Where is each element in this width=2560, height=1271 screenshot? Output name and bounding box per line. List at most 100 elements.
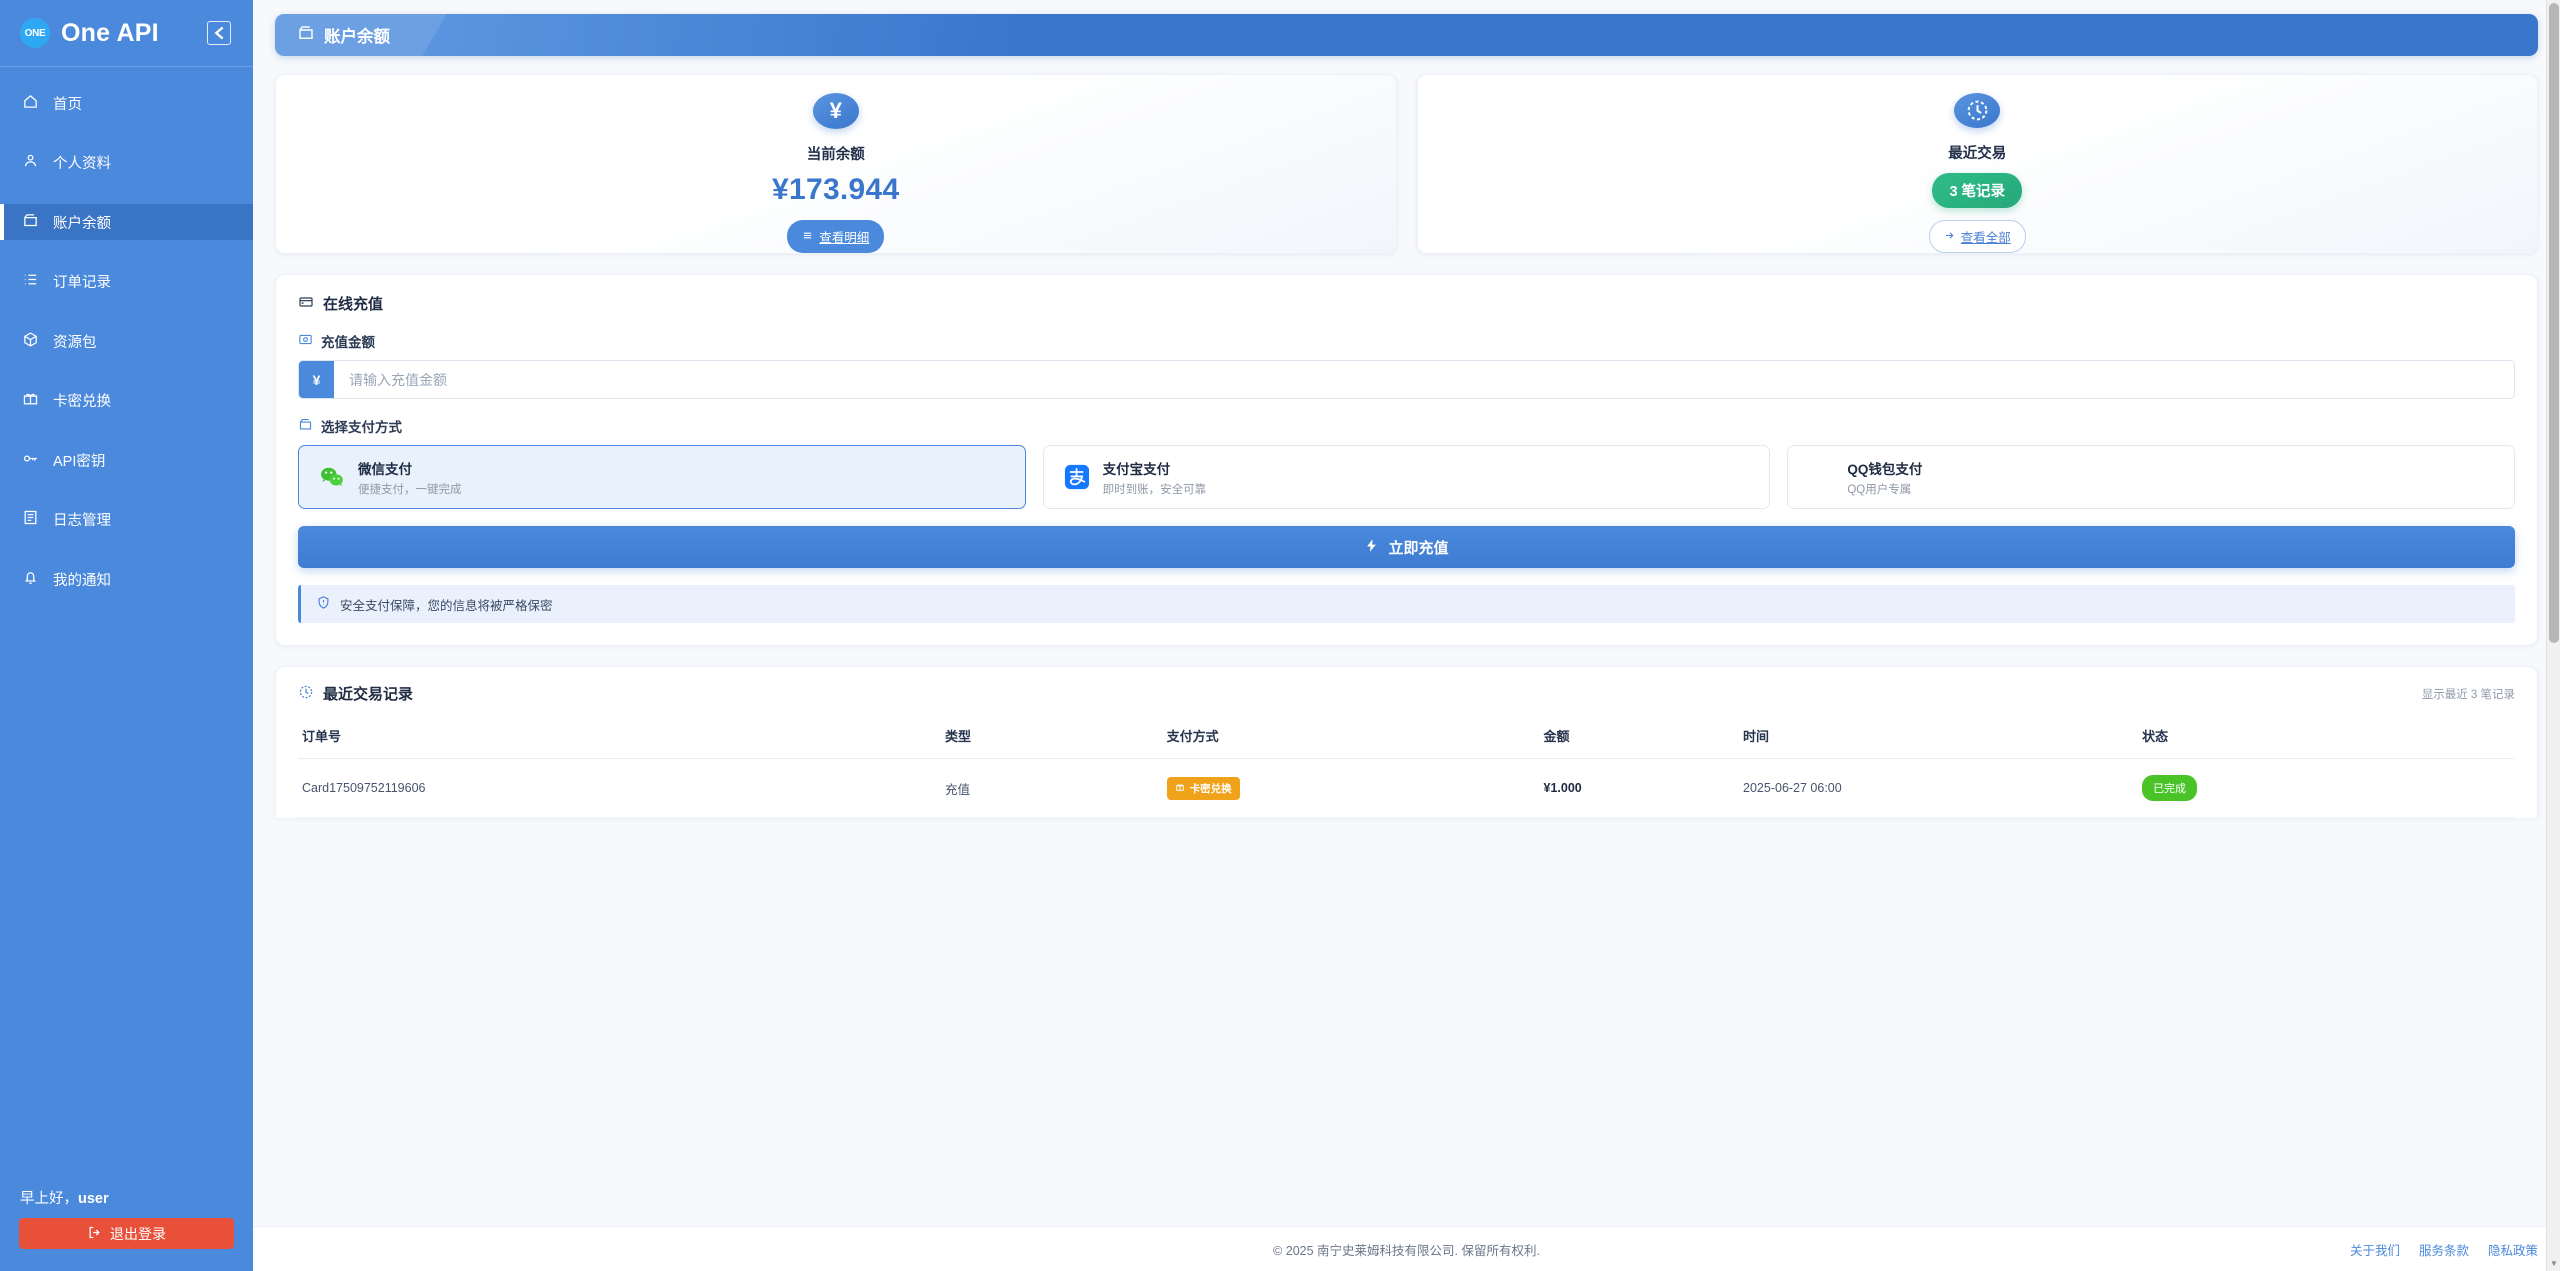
- greeting-username: user: [78, 1191, 109, 1207]
- payment-method-name: QQ钱包支付: [1847, 461, 1923, 477]
- page-scrollbar[interactable]: ▲ ▼: [2546, 0, 2560, 1271]
- payment-method-desc: QQ用户专属: [1847, 483, 1912, 496]
- payment-methods: 微信支付 便捷支付，一键完成 支: [298, 445, 2516, 509]
- recharge-title: 在线充值: [298, 293, 2515, 314]
- sidebar-item-notifications[interactable]: 我的通知: [0, 561, 253, 597]
- clock-icon: [1954, 93, 2001, 128]
- sidebar-item-redeem[interactable]: 卡密兑换: [0, 383, 253, 419]
- sidebar-item-packages[interactable]: 资源包: [0, 323, 253, 359]
- submit-recharge-button[interactable]: 立即充值: [298, 526, 2515, 568]
- sidebar-item-profile[interactable]: 个人资料: [0, 145, 253, 181]
- page-title: 账户余额: [324, 28, 390, 46]
- sidebar-item-apikeys[interactable]: API密钥: [0, 442, 253, 478]
- clock-icon: [298, 684, 314, 704]
- table-header-row: 订单号 类型 支付方式 金额 时间 状态: [298, 718, 2515, 759]
- view-detail-label: 查看明细: [819, 231, 870, 245]
- payment-method-alipay[interactable]: 支付宝支付 即时到账，安全可靠: [1042, 445, 1771, 509]
- transactions-title: 最近交易记录: [298, 683, 413, 704]
- cell-pay-method: 卡密兑换: [1162, 758, 1540, 818]
- sidebar-item-logs[interactable]: 日志管理: [0, 502, 253, 538]
- sidebar-item-label: 账户余额: [53, 215, 111, 232]
- gift-icon: [22, 390, 39, 411]
- footer-copyright: © 2025 南宁史莱姆科技有限公司. 保留所有权利.: [1273, 1243, 1540, 1258]
- submit-recharge-label: 立即充值: [1388, 539, 1449, 557]
- column-type: 类型: [940, 718, 1163, 759]
- payment-method-texts: 微信支付 便捷支付，一键完成: [358, 458, 462, 497]
- app-logo-icon: ONE: [20, 18, 50, 48]
- payment-method-name: 微信支付: [358, 461, 412, 477]
- gift-icon: [1175, 782, 1185, 795]
- summary-cards: ¥ 当前余额 ¥173.944 查看明细 最近交易: [275, 74, 2538, 254]
- lightning-icon: [1364, 537, 1379, 558]
- sidebar-item-balance[interactable]: 账户余额: [0, 204, 253, 240]
- amount-label: 充值金额: [298, 331, 2515, 351]
- list-icon: [22, 271, 39, 292]
- security-notice: 安全支付保障，您的信息将被严格保密: [298, 585, 2515, 623]
- sidebar-item-label: 日志管理: [53, 513, 111, 529]
- payment-method-desc: 便捷支付，一键完成: [358, 483, 462, 496]
- table-row[interactable]: Card17509752119606 充值 卡密兑换 ¥1.0: [298, 758, 2515, 818]
- currency-prefix: ¥: [299, 361, 334, 398]
- recent-label: 最近交易: [1948, 146, 2007, 162]
- footer-link-privacy[interactable]: 隐私政策: [2487, 1243, 2538, 1258]
- cell-order: Card17509752119606: [298, 758, 941, 818]
- table-head: 订单号 类型 支付方式 金额 时间 状态: [298, 718, 2515, 759]
- bell-icon: [22, 569, 39, 590]
- scroll-down-icon[interactable]: ▼: [2550, 1259, 2558, 1268]
- home-icon: [22, 93, 39, 114]
- money-icon: [298, 332, 313, 350]
- column-status: 状态: [2138, 718, 2515, 759]
- view-all-button[interactable]: 查看全部: [1928, 220, 2026, 253]
- scrollbar-thumb[interactable]: [2549, 3, 2559, 643]
- page-footer: © 2025 南宁史莱姆科技有限公司. 保留所有权利. 关于我们 服务条款 隐私…: [253, 1226, 2560, 1271]
- sidebar-item-orders[interactable]: 订单记录: [0, 264, 253, 300]
- sidebar-greeting: 早上好，user: [19, 1187, 234, 1208]
- transactions-header: 最近交易记录 显示最近 3 笔记录: [298, 683, 2515, 704]
- cell-time: 2025-06-27 06:00: [1739, 758, 2139, 818]
- view-detail-button[interactable]: 查看明细: [787, 220, 885, 253]
- log-icon: [22, 509, 39, 530]
- column-time: 时间: [1739, 718, 2139, 759]
- sidebar-item-home[interactable]: 首页: [0, 85, 253, 121]
- balance-label: 当前余额: [806, 147, 865, 163]
- recharge-amount-input[interactable]: [334, 361, 2514, 398]
- cell-amount: ¥1.000: [1539, 758, 1740, 818]
- transactions-title-label: 最近交易记录: [323, 686, 414, 703]
- transactions-table: 订单号 类型 支付方式 金额 时间 状态 Card17509752119606 …: [298, 718, 2515, 818]
- recent-count-badge: 3 笔记录: [1932, 173, 2023, 208]
- pay-method-tag-label: 卡密兑换: [1189, 782, 1232, 795]
- column-order: 订单号: [298, 718, 941, 759]
- arrow-right-icon: [1944, 230, 1955, 244]
- main-area: 账户余额 ¥ 当前余额 ¥173.944 查看明细: [253, 0, 2560, 1271]
- page-content: 账户余额 ¥ 当前余额 ¥173.944 查看明细: [253, 0, 2560, 1226]
- payment-method-wechat[interactable]: 微信支付 便捷支付，一键完成: [298, 445, 1026, 509]
- credit-card-icon: [298, 294, 314, 314]
- payment-method-texts: 支付宝支付 即时到账，安全可靠: [1103, 458, 1207, 497]
- user-icon: [22, 152, 39, 173]
- column-pay-method: 支付方式: [1162, 718, 1540, 759]
- payment-method-name: 支付宝支付: [1102, 461, 1171, 477]
- table-body: Card17509752119606 充值 卡密兑换 ¥1.0: [298, 758, 2515, 818]
- amount-field-row: ¥: [298, 360, 2515, 399]
- sidebar-item-label: 订单记录: [53, 275, 111, 291]
- wallet-icon: [297, 24, 315, 47]
- sidebar: ONE One API 首页 个人资料: [0, 0, 253, 1271]
- view-all-label: 查看全部: [1960, 231, 2011, 245]
- column-amount: 金额: [1539, 718, 1740, 759]
- key-icon: [22, 450, 39, 471]
- payment-method-texts: QQ钱包支付 QQ用户专属: [1847, 458, 1922, 497]
- box-icon: [22, 331, 39, 352]
- footer-link-terms[interactable]: 服务条款: [2418, 1243, 2469, 1258]
- payment-method-qq-wallet[interactable]: QQ钱包支付 QQ用户专属: [1787, 445, 2516, 509]
- sidebar-collapse-icon[interactable]: [207, 21, 231, 45]
- alipay-icon: [1064, 464, 1090, 490]
- pay-method-tag: 卡密兑换: [1166, 776, 1240, 800]
- footer-link-about[interactable]: 关于我们: [2349, 1243, 2400, 1258]
- balance-card: ¥ 当前余额 ¥173.944 查看明细: [275, 74, 1397, 254]
- logout-button[interactable]: 退出登录: [19, 1218, 234, 1249]
- wallet-icon: [298, 417, 313, 435]
- recharge-title-label: 在线充值: [323, 296, 384, 313]
- footer-links: 关于我们 服务条款 隐私政策: [2350, 1240, 2538, 1259]
- greeting-prefix: 早上好，: [20, 1191, 78, 1207]
